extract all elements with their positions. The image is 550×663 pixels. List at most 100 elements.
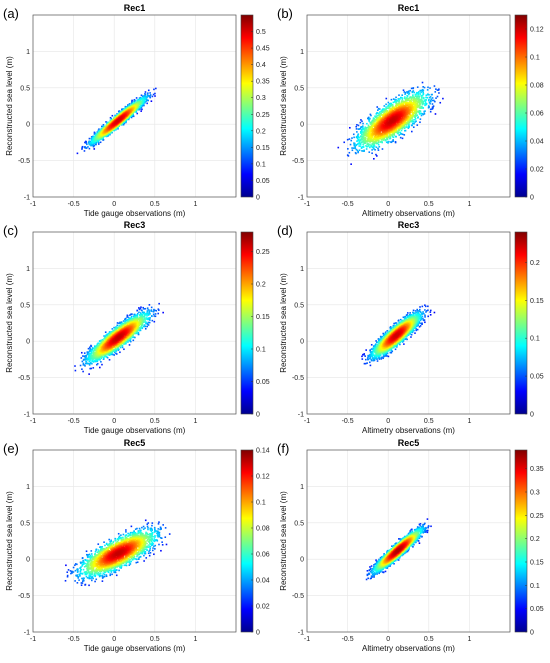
density-point bbox=[365, 145, 367, 147]
density-point bbox=[413, 105, 416, 108]
density-point bbox=[101, 125, 103, 128]
density-point bbox=[87, 142, 90, 144]
density-point bbox=[131, 114, 134, 116]
density-point bbox=[357, 128, 360, 130]
density-point bbox=[385, 110, 387, 112]
density-point bbox=[387, 104, 390, 107]
density-point bbox=[123, 122, 126, 125]
density-point bbox=[430, 93, 433, 96]
density-point bbox=[370, 121, 373, 123]
density-point bbox=[367, 138, 369, 140]
x-axis-label: Tide gauge observations (m) bbox=[84, 209, 186, 218]
density-point bbox=[355, 128, 358, 130]
density-point bbox=[387, 101, 390, 104]
density-point bbox=[125, 120, 127, 122]
density-point bbox=[419, 112, 421, 115]
colorbar-tick-label: 0.3 bbox=[256, 95, 266, 102]
density-point bbox=[411, 106, 414, 109]
density-point bbox=[406, 102, 408, 105]
density-point bbox=[399, 98, 401, 100]
density-point bbox=[403, 101, 405, 104]
density-point bbox=[423, 112, 426, 115]
density-point bbox=[390, 141, 392, 143]
density-point bbox=[363, 135, 365, 137]
density-point bbox=[91, 143, 93, 146]
density-point bbox=[365, 127, 368, 130]
density-point bbox=[409, 89, 412, 92]
density-point bbox=[378, 135, 381, 137]
density-point bbox=[358, 145, 361, 147]
density-point bbox=[429, 102, 431, 105]
density-point bbox=[114, 122, 117, 124]
density-point bbox=[140, 110, 142, 112]
density-point bbox=[398, 94, 400, 96]
density-point bbox=[378, 128, 381, 131]
density-point bbox=[403, 97, 406, 100]
density-point bbox=[420, 91, 422, 94]
density-point bbox=[384, 115, 386, 118]
density-point bbox=[410, 124, 413, 127]
density-point bbox=[377, 109, 379, 111]
density-point bbox=[373, 124, 375, 126]
density-point bbox=[387, 105, 389, 108]
density-point bbox=[120, 108, 123, 111]
density-point bbox=[413, 116, 416, 118]
density-point bbox=[389, 105, 392, 107]
density-point bbox=[405, 102, 407, 105]
density-point bbox=[413, 115, 416, 117]
y-tick-label: 0.5 bbox=[20, 85, 30, 92]
density-point bbox=[356, 137, 359, 140]
density-point bbox=[392, 106, 394, 109]
density-point bbox=[374, 132, 376, 135]
density-point bbox=[432, 105, 435, 107]
density-point bbox=[93, 148, 96, 150]
density-point bbox=[431, 97, 434, 99]
y-tick-label: 0 bbox=[26, 122, 30, 129]
density-point bbox=[364, 126, 367, 129]
density-point bbox=[357, 138, 360, 141]
density-point bbox=[388, 133, 391, 135]
density-point bbox=[371, 149, 373, 151]
density-point bbox=[425, 96, 427, 99]
density-point bbox=[376, 111, 378, 114]
density-point bbox=[370, 114, 372, 117]
density-point bbox=[376, 106, 379, 108]
density-point bbox=[97, 143, 100, 145]
density-point bbox=[381, 125, 384, 128]
density-point bbox=[419, 121, 421, 124]
density-point bbox=[383, 137, 386, 140]
density-point bbox=[398, 129, 400, 131]
density-point bbox=[352, 133, 355, 136]
x-tick-label: 1 bbox=[193, 201, 197, 208]
density-point bbox=[84, 141, 86, 144]
density-point bbox=[361, 125, 364, 127]
density-point bbox=[125, 118, 128, 121]
density-point bbox=[361, 145, 364, 148]
density-point bbox=[375, 116, 378, 118]
density-point bbox=[81, 146, 83, 149]
density-point bbox=[368, 118, 371, 121]
y-tick-label: -1 bbox=[24, 195, 30, 202]
density-point bbox=[423, 110, 425, 113]
density-point bbox=[132, 113, 135, 116]
density-point bbox=[145, 100, 147, 103]
density-point bbox=[402, 100, 405, 103]
density-point bbox=[347, 148, 349, 150]
density-point bbox=[367, 117, 369, 120]
density-point bbox=[131, 101, 133, 103]
density-point bbox=[409, 120, 412, 123]
density-point bbox=[366, 132, 369, 135]
density-point bbox=[358, 149, 361, 152]
density-point bbox=[357, 150, 360, 153]
density-point bbox=[374, 140, 377, 143]
density-point bbox=[353, 142, 356, 145]
density-point bbox=[377, 141, 380, 144]
density-point bbox=[373, 135, 376, 137]
density-point bbox=[373, 142, 376, 145]
density-point bbox=[370, 136, 372, 138]
density-point bbox=[377, 134, 380, 137]
density-point bbox=[114, 114, 116, 117]
density-point bbox=[400, 102, 403, 104]
density-point bbox=[392, 136, 395, 139]
